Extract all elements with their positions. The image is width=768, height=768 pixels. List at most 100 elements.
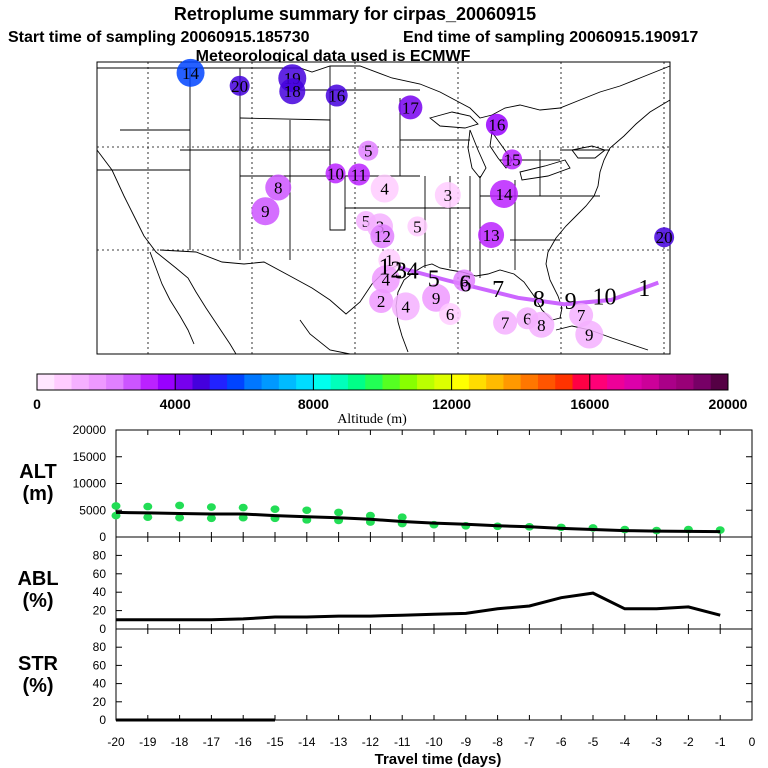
colorbar-swatch — [607, 374, 625, 390]
colorbar-swatch — [676, 374, 694, 390]
plume-point-label: 7 — [501, 314, 510, 333]
plume-point: 13 — [478, 222, 505, 249]
colorbar-swatch — [88, 374, 107, 390]
plume-points: 1420191816171651510118431495351213201462… — [176, 58, 675, 349]
altitude-colorbar — [36, 373, 729, 391]
plume-point: 18 — [279, 78, 306, 105]
main-title: Retroplume summary for cirpas_20060915 — [174, 4, 536, 24]
altitude-dot — [206, 514, 216, 523]
plume-point-label: 1 — [385, 251, 394, 270]
plume-point-label: 11 — [351, 165, 367, 184]
end-time-label: End time of sampling 20060915.190917 — [403, 29, 698, 46]
plume-point-label: 5 — [362, 212, 371, 231]
plume-point: 4 — [371, 265, 400, 294]
colorbar-swatch — [486, 374, 504, 390]
plume-point-label: 9 — [585, 326, 594, 345]
mean-trajectory-line — [398, 265, 659, 307]
y-tick-label: 10000 — [73, 477, 107, 491]
colorbar-swatch — [641, 374, 660, 390]
plume-point-label: 8 — [537, 316, 546, 335]
y-tick-label: 60 — [93, 658, 107, 672]
altitude-dot — [175, 501, 185, 510]
plume-point-marker — [654, 227, 675, 248]
colorbar-swatch — [296, 374, 314, 390]
x-tick-label: -17 — [203, 735, 221, 749]
trajectory-day-label: 1 — [379, 254, 391, 280]
colorbar-swatch — [710, 374, 729, 390]
x-tick-label: -20 — [107, 735, 125, 749]
plume-point-marker — [391, 292, 420, 321]
colorbar-tick-label: 4000 — [160, 396, 191, 412]
plume-point: 9 — [251, 197, 280, 226]
plume-point-label: 9 — [432, 289, 441, 308]
panel-str: STR(%) 80 60 40 20 0 — [18, 628, 753, 727]
x-tick-label: -8 — [492, 735, 503, 749]
plume-point-label: 20 — [231, 77, 248, 96]
plume-point-label: 4 — [382, 270, 391, 289]
plume-point-label: 10 — [327, 164, 344, 183]
plume-point: 10 — [325, 163, 346, 184]
plume-point-label: 6 — [523, 309, 532, 328]
colorbar-swatch — [157, 374, 176, 390]
plume-point-marker — [502, 149, 523, 170]
plume-point-label: 13 — [483, 226, 500, 245]
trajectory-day-label: 6 — [459, 272, 471, 298]
plume-point: 16 — [485, 113, 508, 136]
x-tick-label: -4 — [619, 735, 630, 749]
colorbar-tick-label: 20000 — [709, 396, 748, 412]
y-tick-label: 40 — [93, 677, 107, 691]
panel-y-label: (m) — [22, 483, 53, 505]
plume-point-marker — [575, 320, 604, 349]
plume-point-label: 5 — [364, 142, 373, 161]
colorbar-swatch — [140, 374, 159, 390]
colorbar-swatch — [693, 374, 712, 390]
plume-point: 6 — [439, 302, 462, 325]
plume-point-marker — [453, 269, 476, 292]
plume-point: 4 — [391, 292, 420, 321]
x-tick-label: -7 — [524, 735, 535, 749]
plume-point: 20 — [654, 227, 675, 248]
trajectory-day-label: 10 — [593, 285, 617, 311]
y-tick-label: 60 — [93, 567, 107, 581]
plume-point-marker — [489, 179, 518, 208]
trajectory-day-label: 1 — [638, 276, 650, 302]
plume-point: 17 — [398, 95, 423, 120]
colorbar-swatch — [537, 374, 556, 390]
y-tick-label: 5000 — [79, 503, 106, 517]
plume-point-marker — [398, 95, 423, 120]
x-tick-label: -14 — [298, 735, 316, 749]
panel-abl: ABL(%) 80 60 40 20 0 — [17, 536, 753, 636]
plume-point: 5 — [407, 216, 428, 237]
x-tick-label: -16 — [235, 735, 253, 749]
colorbar-swatch — [624, 374, 643, 390]
y-tick-label: 40 — [93, 585, 107, 599]
panel-y-label: ALT — [19, 461, 56, 483]
plume-point-marker — [347, 163, 370, 186]
plume-point: 8 — [528, 311, 555, 338]
altitude-dot — [143, 513, 153, 522]
series-line-abl — [116, 591, 721, 622]
plume-point-label: 20 — [656, 228, 673, 247]
x-tick-labels: -20 -19 -18 -17 -16 -15 -14 -13 -12 -11 -10 -9 -8 -7-… — [107, 735, 755, 749]
colorbar-swatch — [227, 374, 245, 390]
plume-point-marker — [478, 222, 505, 249]
altitude-dot — [397, 513, 407, 522]
altitude-dot — [143, 502, 153, 511]
x-tick-label: -15 — [266, 735, 284, 749]
y-tick-label: 80 — [93, 640, 107, 654]
plume-point-label: 4 — [380, 180, 389, 199]
trajectory-day-label: 8 — [533, 287, 545, 313]
plume-point-label: 15 — [504, 150, 521, 169]
plume-point-label: 2 — [377, 292, 386, 311]
time-series-panels: ALT(m)20000150001000050000ABL(%)80604020… — [17, 423, 755, 749]
x-tick-label: -9 — [460, 735, 471, 749]
plume-point-marker — [378, 248, 401, 271]
plume-point-marker — [493, 310, 518, 335]
panel-alt: ALT(m) 20000 15000 10000 5000 0 — [19, 423, 753, 544]
colorbar-swatch — [589, 374, 608, 390]
altitude-dot — [302, 506, 312, 515]
colorbar-swatch — [434, 374, 453, 390]
plume-point: 4 — [370, 174, 399, 203]
x-tick-label: -2 — [683, 735, 694, 749]
plume-point-marker — [369, 289, 394, 314]
